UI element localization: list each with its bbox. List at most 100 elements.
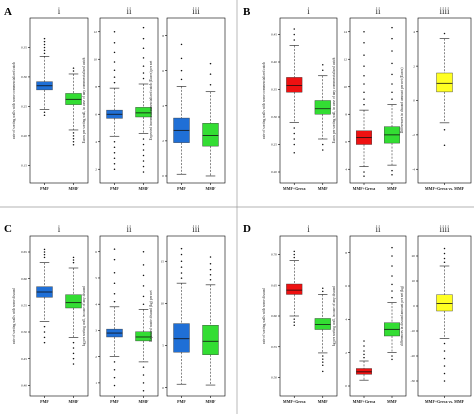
outlier-point xyxy=(209,62,212,65)
outlier-point xyxy=(443,252,446,255)
outlier-point xyxy=(391,296,393,299)
y-tick-label: 4 xyxy=(95,302,97,306)
outlier-point xyxy=(142,366,145,368)
y-tick-label: 3 xyxy=(95,329,97,333)
box-mmf-greca: MMF+Greca xyxy=(353,31,375,191)
subplot-numeral: i xyxy=(307,6,310,16)
outlier-point xyxy=(43,325,46,328)
outlier-point xyxy=(391,174,393,176)
outlier-point xyxy=(43,40,46,43)
outlier-point xyxy=(443,380,446,382)
y-tick-label: 0 xyxy=(413,304,415,308)
x-tick-label: MMF+Greca xyxy=(283,399,306,404)
plot-frame xyxy=(349,235,407,397)
subplot: i 0.70 0.65 0.60 0.55 0.50 rate of sorting wal… xyxy=(262,224,338,404)
outlier-point xyxy=(293,318,295,320)
outlier-point xyxy=(43,49,46,52)
y-tick-label: -2 xyxy=(412,133,415,137)
box-mmf-greca: MMF+Greca xyxy=(283,28,306,191)
outlier-point xyxy=(113,51,116,54)
outlier-point xyxy=(209,73,212,75)
outlier-point xyxy=(72,132,75,134)
outlier-point xyxy=(113,168,116,170)
y-tick-label: 4 xyxy=(413,30,415,34)
outlier-point xyxy=(142,57,145,59)
y-tick-label: 0.40 xyxy=(21,384,27,388)
box-mmf: MMF xyxy=(135,250,152,404)
outlier-point xyxy=(43,331,46,333)
outlier-point xyxy=(391,62,393,65)
y-tick-label: 2 xyxy=(413,64,415,68)
outlier-point xyxy=(113,271,116,274)
outlier-point xyxy=(322,143,324,146)
outlier-point xyxy=(293,152,295,154)
outlier-point xyxy=(443,257,446,260)
plot-frame xyxy=(166,17,226,184)
outlier-point xyxy=(142,149,145,151)
box-mmf: MMF xyxy=(384,26,400,191)
outlier-point xyxy=(142,77,145,80)
outlier-point xyxy=(142,138,145,140)
outlier-point xyxy=(142,285,145,287)
outlier-point xyxy=(443,357,446,360)
x-tick-label: MMF xyxy=(69,186,80,191)
box-mmf-greca-vs-mmf: MMF+Greca vs. MMF xyxy=(425,32,465,191)
outlier-point xyxy=(72,352,75,355)
outlier-point xyxy=(391,91,393,93)
y-tick-label: 10 xyxy=(161,302,165,306)
box-mmf-greca: MMF+Greca xyxy=(283,250,306,404)
y-tick-label: 0.55 xyxy=(21,304,27,308)
subplot-numeral: ii xyxy=(375,6,381,16)
outlier-point xyxy=(72,67,75,69)
plot-frame xyxy=(29,235,89,397)
outlier-point xyxy=(209,256,212,258)
outlier-point xyxy=(142,264,145,266)
y-tick-label: 2 xyxy=(95,167,97,171)
iqr-box xyxy=(286,77,303,93)
outlier-point xyxy=(43,341,46,344)
outlier-point xyxy=(391,83,393,85)
outlier-point xyxy=(391,355,393,357)
box-mmf: MMF xyxy=(135,26,152,191)
outlier-point xyxy=(293,324,295,326)
x-tick-label: PMF xyxy=(110,186,119,191)
subplot-numeral: ii xyxy=(126,6,132,16)
outlier-point xyxy=(293,143,295,146)
outlier-point xyxy=(363,54,365,56)
outlier-point xyxy=(142,382,145,384)
y-axis-title: rate of sorting walls with some discard xyxy=(12,288,16,344)
outlier-point xyxy=(142,37,145,40)
box-mmf: MMF xyxy=(314,287,331,404)
outlier-point xyxy=(363,356,365,359)
y-tick-label: 0.65 xyxy=(271,283,277,287)
x-tick-label: PMF xyxy=(110,399,119,404)
outlier-point xyxy=(391,290,393,292)
outlier-point xyxy=(113,369,116,371)
iqr-box xyxy=(135,331,152,342)
subplot-numeral: i xyxy=(58,224,61,234)
outlier-point xyxy=(180,247,183,250)
outlier-point xyxy=(391,37,393,40)
outlier-point xyxy=(322,364,324,366)
outlier-point xyxy=(363,65,365,67)
y-axis-title: kg per sorting wall, in case of any disc… xyxy=(332,286,337,346)
outlier-point xyxy=(363,171,365,173)
iqr-box xyxy=(436,72,453,93)
y-tick-label: 8 xyxy=(162,34,164,38)
outlier-point xyxy=(142,171,145,173)
outlier-point xyxy=(180,272,183,274)
x-tick-label: MMF xyxy=(139,186,150,191)
outlier-point xyxy=(180,57,183,60)
y-axis-title: Differences in discard amount per net (E… xyxy=(400,67,404,134)
outlier-point xyxy=(209,279,212,281)
x-tick-label: PMF xyxy=(177,186,186,191)
outlier-point xyxy=(443,144,446,146)
outlier-point xyxy=(293,127,295,129)
box-pmf: PMF xyxy=(173,43,190,191)
outlier-point xyxy=(142,390,145,392)
panel-letter: C xyxy=(4,223,12,235)
outlier-point xyxy=(391,246,393,249)
subplot-numeral: i xyxy=(307,224,310,234)
y-tick-label: 4 xyxy=(162,104,164,108)
y-tick-label: 0 xyxy=(345,384,347,388)
